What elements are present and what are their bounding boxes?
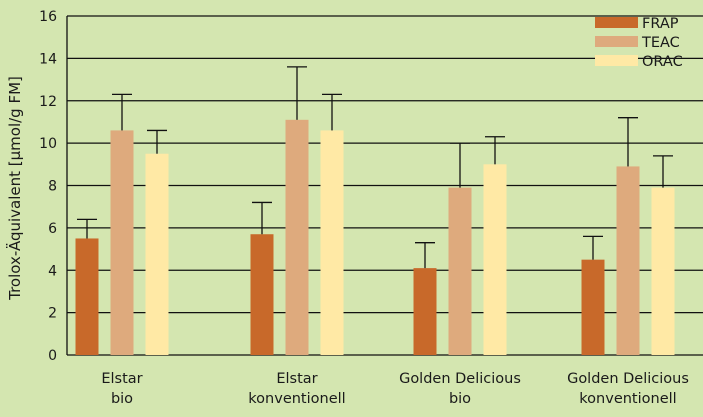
bar-orac [320,130,344,355]
y-tick-label: 6 [48,221,57,237]
bar-teac [285,119,309,355]
bar-orac [145,153,169,355]
bar-frap [250,234,274,355]
legend-swatch-frap [595,17,638,28]
y-tick-label: 14 [39,51,57,67]
legend: FRAP TEAC ORAC [595,16,683,70]
bar-teac [616,166,640,355]
legend-swatch-teac [595,36,638,47]
y-tick-label: 8 [48,179,57,195]
bar-frap [75,238,99,355]
y-tick-label: 2 [48,306,57,322]
legend-label-orac: ORAC [642,54,683,70]
bar-orac [651,187,675,355]
bar-frap [413,268,437,355]
x-tick-label: bio [449,391,471,407]
x-tick-label: Golden Delicious [399,371,521,387]
bar-orac [483,164,507,355]
x-tick-label: Elstar [101,371,142,387]
y-tick-label: 16 [39,9,57,25]
x-tick-label: Elstar [276,371,317,387]
x-tick-label: konventionell [248,391,345,407]
x-tick-label: bio [111,391,133,407]
legend-label-frap: FRAP [642,16,679,32]
y-tick-label: 4 [48,263,57,279]
y-axis-label: Trolox-Äquivalent [μmol/g FM] [5,76,24,301]
bar-layer [75,66,675,355]
bar-frap [581,259,605,355]
x-tick-label: Golden Delicious [567,371,689,387]
y-tick-label: 10 [39,136,57,152]
axis-layer: 0 2 4 6 8 10 12 14 16 Elstar bio Elstar konventionel… [39,9,689,407]
legend-label-teac: TEAC [641,35,680,51]
grid-layer [67,15,703,356]
x-tick-label: konventionell [579,391,676,407]
legend-swatch-orac [595,55,638,66]
bar-teac [448,187,472,355]
bar-teac [110,130,134,355]
y-tick-label: 12 [39,94,57,110]
y-tick-label: 0 [48,348,57,364]
